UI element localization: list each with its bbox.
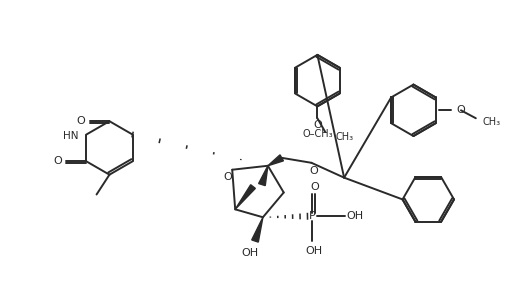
- Text: O: O: [308, 166, 317, 176]
- Text: O: O: [313, 120, 321, 130]
- Polygon shape: [258, 166, 267, 186]
- Text: OH: OH: [241, 248, 258, 258]
- Text: O–CH₃: O–CH₃: [301, 129, 332, 139]
- Text: O: O: [222, 172, 231, 182]
- Text: OH: OH: [305, 246, 322, 256]
- Text: O: O: [455, 105, 464, 115]
- Text: HN: HN: [63, 131, 78, 141]
- Polygon shape: [235, 185, 255, 209]
- Polygon shape: [267, 155, 283, 166]
- Text: O: O: [53, 156, 62, 166]
- Text: O: O: [309, 181, 318, 192]
- Text: OH: OH: [346, 211, 363, 221]
- Text: CH₃: CH₃: [334, 132, 353, 142]
- Text: CH₃: CH₃: [482, 117, 500, 127]
- Text: P: P: [308, 211, 315, 221]
- Polygon shape: [251, 217, 263, 242]
- Text: O: O: [76, 116, 85, 126]
